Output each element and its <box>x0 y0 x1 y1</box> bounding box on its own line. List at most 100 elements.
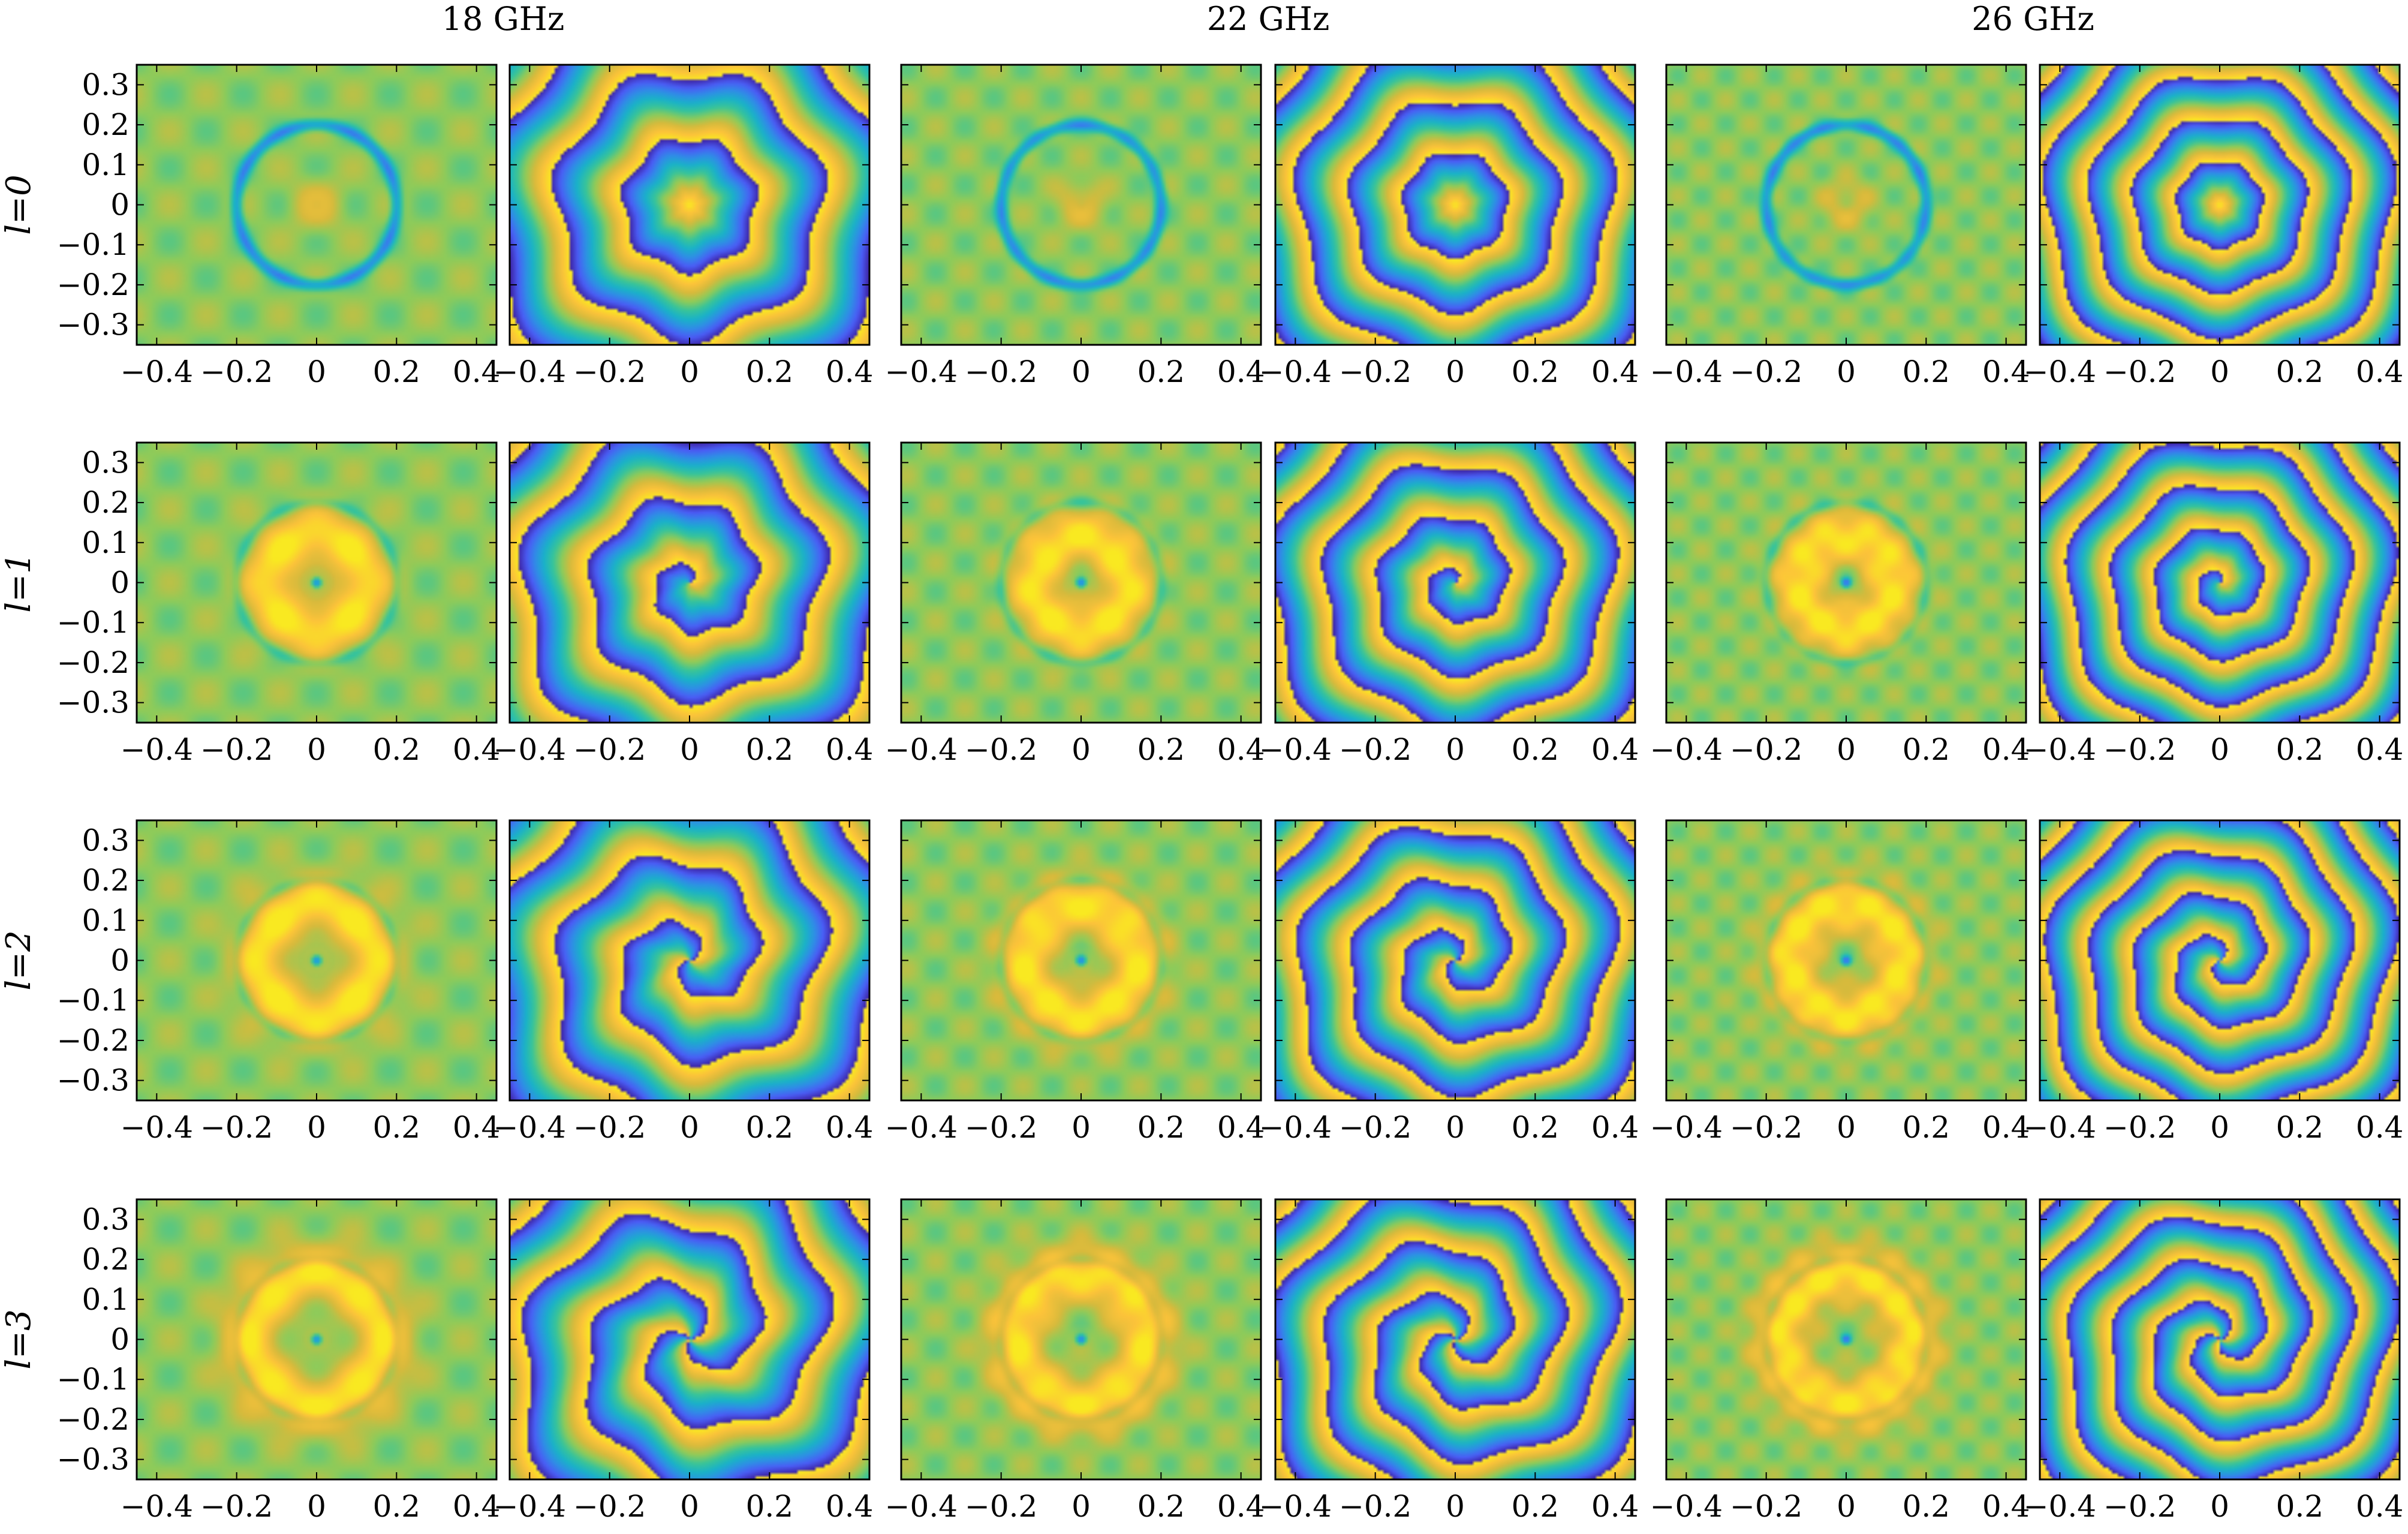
panel-phase: −0.4 −0.2 0 0.2 0.4 <box>493 819 873 1145</box>
phase-heatmap <box>510 65 869 345</box>
x-tick-label: 0 <box>1837 1489 1856 1524</box>
x-tick-label: 0 <box>1446 1110 1465 1145</box>
x-tick-label: −0.4 <box>885 732 958 767</box>
x-tick-label: 0.2 <box>1512 354 1560 389</box>
x-tick-label: −0.4 <box>2024 1110 2096 1145</box>
panel-phase: −0.4 −0.2 0 0.2 0.4 <box>493 64 873 389</box>
panel-amplitude: −0.4 −0.2 0 0.2 0.4 <box>885 441 1265 767</box>
x-tick-label: 0.2 <box>1903 1110 1951 1145</box>
x-tick-label: 0.2 <box>1512 1489 1560 1524</box>
x-tick-label: −0.2 <box>1339 732 1411 767</box>
y-tick-label: −0.3 <box>57 1063 130 1098</box>
amplitude-heatmap <box>137 65 496 345</box>
x-tick-label: 0.4 <box>453 1110 501 1145</box>
x-tick-label: 0.4 <box>1591 1489 1639 1524</box>
x-tick-label: −0.2 <box>2103 732 2176 767</box>
x-tick-label: −0.2 <box>2103 1110 2176 1145</box>
amplitude-heatmap <box>1666 443 2026 723</box>
y-tick-label: 0.2 <box>82 485 130 520</box>
x-tick-label: 0.4 <box>1982 1110 2030 1145</box>
x-tick-label: 0.2 <box>373 354 421 389</box>
x-tick-label: −0.2 <box>965 732 1037 767</box>
x-tick-label: −0.2 <box>1339 1110 1411 1145</box>
x-tick-label: −0.4 <box>493 354 566 389</box>
y-tick-label: 0 <box>110 1322 130 1357</box>
x-tick-label: −0.4 <box>493 732 566 767</box>
x-tick-label: 0 <box>307 354 326 389</box>
y-tick-label: 0.2 <box>82 107 130 142</box>
y-tick-label: 0.3 <box>82 823 130 858</box>
panel-phase: −0.4 −0.2 0 0.2 0.4 <box>2024 819 2403 1145</box>
x-tick-label: −0.2 <box>1730 354 1802 389</box>
y-tick-label: −0.2 <box>57 1023 130 1058</box>
x-tick-label: 0 <box>680 1110 699 1145</box>
x-tick-label: −0.2 <box>573 1110 646 1145</box>
x-tick-label: −0.4 <box>1259 1489 1332 1524</box>
x-tick-label: −0.2 <box>1730 1110 1802 1145</box>
x-tick-label: 0.2 <box>373 732 421 767</box>
y-tick-label: 0.3 <box>82 445 130 480</box>
panel-amplitude: −0.4 −0.2 0 0.2 0.4 <box>1650 64 2030 389</box>
x-tick-label: 0.4 <box>2356 1489 2404 1524</box>
row-labels: l=0 l=1 l=2 l=3 <box>0 175 38 1369</box>
phase-heatmap <box>2040 820 2400 1100</box>
y-tick-label: 0.2 <box>82 1242 130 1277</box>
phase-heatmap <box>1275 820 1635 1100</box>
x-tick-label: −0.2 <box>200 354 273 389</box>
y-tick-label: 0.1 <box>82 1282 130 1317</box>
x-tick-label: 0.4 <box>1217 1110 1265 1145</box>
phase-heatmap <box>2040 1199 2400 1479</box>
x-tick-label: 0.4 <box>2356 354 2404 389</box>
panel-amplitude: −0.4 −0.2 0 0.2 0.40.30.20.10−0.1−0.2−0.3 <box>57 441 501 767</box>
amplitude-heatmap <box>1666 820 2026 1100</box>
x-tick-label: 0.4 <box>1982 732 2030 767</box>
panel-amplitude: −0.4 −0.2 0 0.2 0.40.30.20.10−0.1−0.2−0.3 <box>57 1198 501 1524</box>
x-tick-label: −0.4 <box>885 1489 958 1524</box>
x-tick-label: 0.4 <box>1591 732 1639 767</box>
panel-amplitude: −0.4 −0.2 0 0.2 0.4 <box>885 64 1265 389</box>
x-tick-label: 0 <box>1837 1110 1856 1145</box>
panel-amplitude: −0.4 −0.2 0 0.2 0.4 <box>885 819 1265 1145</box>
amplitude-heatmap <box>137 443 496 723</box>
y-tick-label: 0.1 <box>82 903 130 938</box>
x-tick-label: 0.2 <box>746 732 794 767</box>
phase-heatmap <box>1275 1199 1635 1479</box>
mode-label: l=2 <box>0 930 38 990</box>
y-tick-label: 0 <box>110 943 130 978</box>
x-tick-label: −0.2 <box>1339 1489 1411 1524</box>
x-tick-label: 0.4 <box>453 1489 501 1524</box>
panel-phase: −0.4 −0.2 0 0.2 0.4 <box>1259 441 1639 767</box>
x-tick-label: 0 <box>307 1110 326 1145</box>
x-tick-label: 0.4 <box>1591 1110 1639 1145</box>
x-tick-label: 0.4 <box>1217 1489 1265 1524</box>
x-tick-label: 0.2 <box>1512 732 1560 767</box>
x-tick-label: 0.4 <box>453 354 501 389</box>
x-tick-label: 0 <box>2210 1110 2229 1145</box>
y-tick-label: 0.1 <box>82 148 130 182</box>
panel-amplitude: −0.4 −0.2 0 0.2 0.40.30.20.10−0.1−0.2−0.3 <box>57 819 501 1145</box>
x-tick-label: 0.2 <box>2276 1489 2324 1524</box>
x-tick-label: −0.2 <box>1730 1489 1802 1524</box>
x-tick-label: −0.4 <box>121 1110 193 1145</box>
x-tick-label: 0.4 <box>453 732 501 767</box>
y-tick-label: 0.2 <box>82 863 130 898</box>
x-tick-label: −0.2 <box>200 1110 273 1145</box>
panel-phase: −0.4 −0.2 0 0.2 0.4 <box>2024 64 2404 389</box>
panel-phase: −0.4 −0.2 0 0.2 0.4 <box>1259 1198 1639 1524</box>
x-tick-label: 0 <box>307 732 326 767</box>
amplitude-heatmap <box>901 65 1261 345</box>
x-tick-label: −0.4 <box>493 1110 566 1145</box>
x-tick-label: −0.2 <box>965 1489 1037 1524</box>
panel-amplitude: −0.4 −0.2 0 0.2 0.4 <box>1650 441 2030 767</box>
frequency-header: 18 GHz <box>442 0 565 38</box>
y-tick-label: −0.2 <box>57 645 130 680</box>
x-tick-label: 0.4 <box>826 1489 874 1524</box>
x-tick-label: −0.4 <box>121 732 193 767</box>
x-tick-label: −0.2 <box>2103 354 2176 389</box>
x-tick-label: −0.2 <box>1339 354 1411 389</box>
mode-label: l=3 <box>0 1309 38 1369</box>
x-tick-label: 0 <box>1071 1489 1091 1524</box>
amplitude-heatmap <box>901 443 1261 723</box>
panels: −0.4 −0.2 0 0.2 0.40.30.20.10−0.1−0.2−0.3−0.… <box>57 64 2404 1524</box>
